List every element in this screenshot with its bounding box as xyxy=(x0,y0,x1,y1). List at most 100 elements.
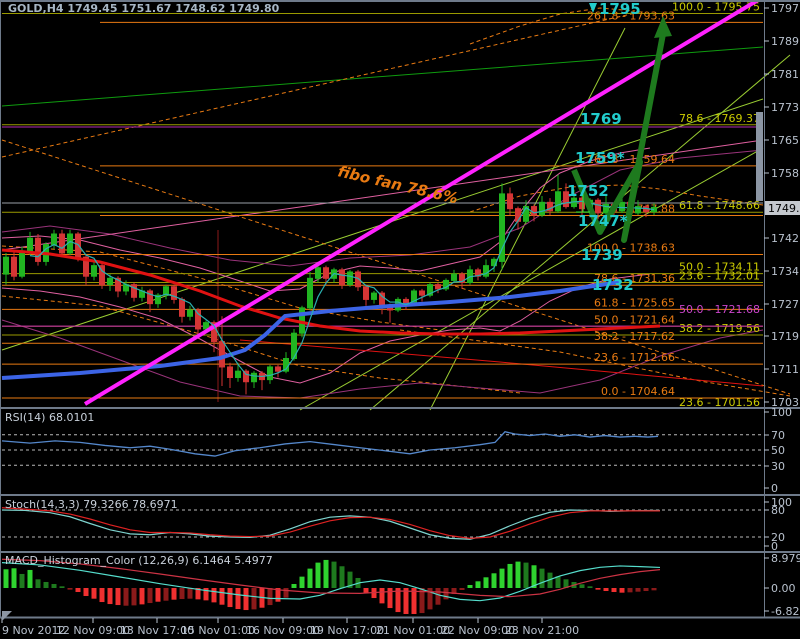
time-label: 23 Nov 21:00 xyxy=(505,624,579,637)
time-label: 13 Nov 17:00 xyxy=(120,624,194,637)
macd-histogram-bar xyxy=(147,588,153,604)
candle-body xyxy=(35,237,41,262)
macd-histogram-bar xyxy=(35,579,41,588)
scale-label: 1773.64 xyxy=(771,101,800,114)
ma-cyan-fast xyxy=(29,200,655,378)
macd-histogram-bar xyxy=(315,562,321,588)
macd-histogram-bar xyxy=(291,583,297,588)
candle-body xyxy=(507,193,513,210)
macd-histogram-bar xyxy=(531,565,537,588)
time-label: 19 Nov 17:00 xyxy=(310,624,384,637)
band-purple-upper xyxy=(1,149,764,267)
macd-histogram-bar xyxy=(547,572,553,588)
candle-body xyxy=(275,366,281,372)
candle-body xyxy=(251,372,257,383)
trend-green xyxy=(1,46,764,107)
scale-label: 70 xyxy=(771,429,785,442)
fib-level-label: 38.2 - 1719.56 xyxy=(679,322,760,335)
macd-histogram-bar xyxy=(619,588,625,593)
candle-body xyxy=(555,191,561,212)
macd-histogram-bar xyxy=(275,588,281,602)
time-label: 21 Nov 01:00 xyxy=(376,624,450,637)
macd-histogram-bar xyxy=(203,588,209,601)
scale-label: 1765.84 xyxy=(771,134,800,147)
macd-histogram-bar xyxy=(123,588,129,606)
macd-histogram-bar xyxy=(211,588,217,603)
stoch-signal-line xyxy=(1,507,660,539)
candle-body xyxy=(11,256,17,277)
overlay-lines-over xyxy=(1,0,760,406)
macd-histogram-bar xyxy=(563,579,569,588)
macd-histogram-bar xyxy=(3,569,9,588)
macd-histogram-bar xyxy=(51,583,57,588)
candle-body xyxy=(211,322,217,343)
macd-histogram-bar xyxy=(363,588,369,593)
macd-histogram-bar xyxy=(243,588,249,611)
macd-histogram-bar xyxy=(99,588,105,603)
macd-histogram-bar xyxy=(643,588,649,592)
candle-body xyxy=(371,292,377,300)
candle-body xyxy=(267,366,273,381)
scale-label: -6.8293 xyxy=(771,605,800,618)
candle-body xyxy=(27,237,33,252)
macd-histogram-bar xyxy=(307,568,313,588)
scale-label: 1711.44 xyxy=(771,363,800,376)
macd-histogram-bar xyxy=(83,588,89,597)
fib-level-label: 50.0 - 1734.11 xyxy=(679,261,760,274)
channel-pink xyxy=(1,139,764,251)
scale-label: 1742.44 xyxy=(771,232,800,245)
envelope-dash-left-upper xyxy=(1,245,441,331)
macd-histogram-bar xyxy=(163,588,169,601)
ma-blue-thick xyxy=(1,280,621,380)
candle-body xyxy=(179,298,185,317)
macd-histogram-bar xyxy=(267,588,273,606)
scale-label: 0.00 xyxy=(771,582,796,595)
fib-level-label: 50.0 - 1721.64 xyxy=(594,313,675,326)
macd-histogram-bar xyxy=(603,588,609,592)
candle-body xyxy=(459,273,465,284)
fib-level-label: 100.0 - 1738.63 xyxy=(587,242,675,255)
scale-label: 1703.64 xyxy=(771,396,800,409)
candle-body xyxy=(163,286,169,296)
envelope-dash-left-lower xyxy=(1,295,521,394)
candle-body xyxy=(339,269,345,286)
macd-histogram-bar xyxy=(403,588,409,614)
macd-histogram-bar xyxy=(491,573,497,588)
price-scale-scrollbar-thumb[interactable] xyxy=(756,112,763,201)
cyan-price-label: 1795 xyxy=(599,0,641,18)
macd-histogram-bar xyxy=(539,568,545,588)
candle-body xyxy=(51,233,57,246)
macd-histogram-bar xyxy=(411,588,417,614)
overlay-lines-under xyxy=(1,7,791,411)
candle-body xyxy=(203,322,209,330)
time-label: 12 Nov 09:00 xyxy=(56,624,130,637)
ma-red-thick xyxy=(1,248,661,336)
zigzag-arrow xyxy=(571,16,672,243)
scale-label: 100 xyxy=(771,496,792,509)
macd-histogram-bar xyxy=(107,588,113,605)
candle-body xyxy=(515,208,521,222)
envelope-dash-right-lower xyxy=(399,329,791,397)
scale-label: 1789.24 xyxy=(771,35,800,48)
candle-body xyxy=(523,206,529,222)
indicator-panels xyxy=(1,431,763,614)
cyan-price-label: 1759* xyxy=(575,149,625,167)
envelope-dash-right-upper xyxy=(469,184,764,213)
macd-histogram-bar xyxy=(219,588,225,605)
macd-histogram-bar xyxy=(587,586,593,588)
candle-body xyxy=(579,197,585,210)
fib-level-label: 61.8 - 1725.65 xyxy=(594,296,675,309)
macd-histogram-bar xyxy=(187,588,193,599)
macd-histogram-bar xyxy=(635,588,641,592)
macd-histogram-bar xyxy=(435,588,441,605)
candle-body xyxy=(307,277,313,309)
candle-body xyxy=(19,250,25,277)
macd-histogram-bar xyxy=(427,588,433,610)
macd-histogram-bar xyxy=(131,588,137,606)
macd-histogram-bar xyxy=(179,588,185,600)
macd-histogram-bar xyxy=(651,588,657,591)
